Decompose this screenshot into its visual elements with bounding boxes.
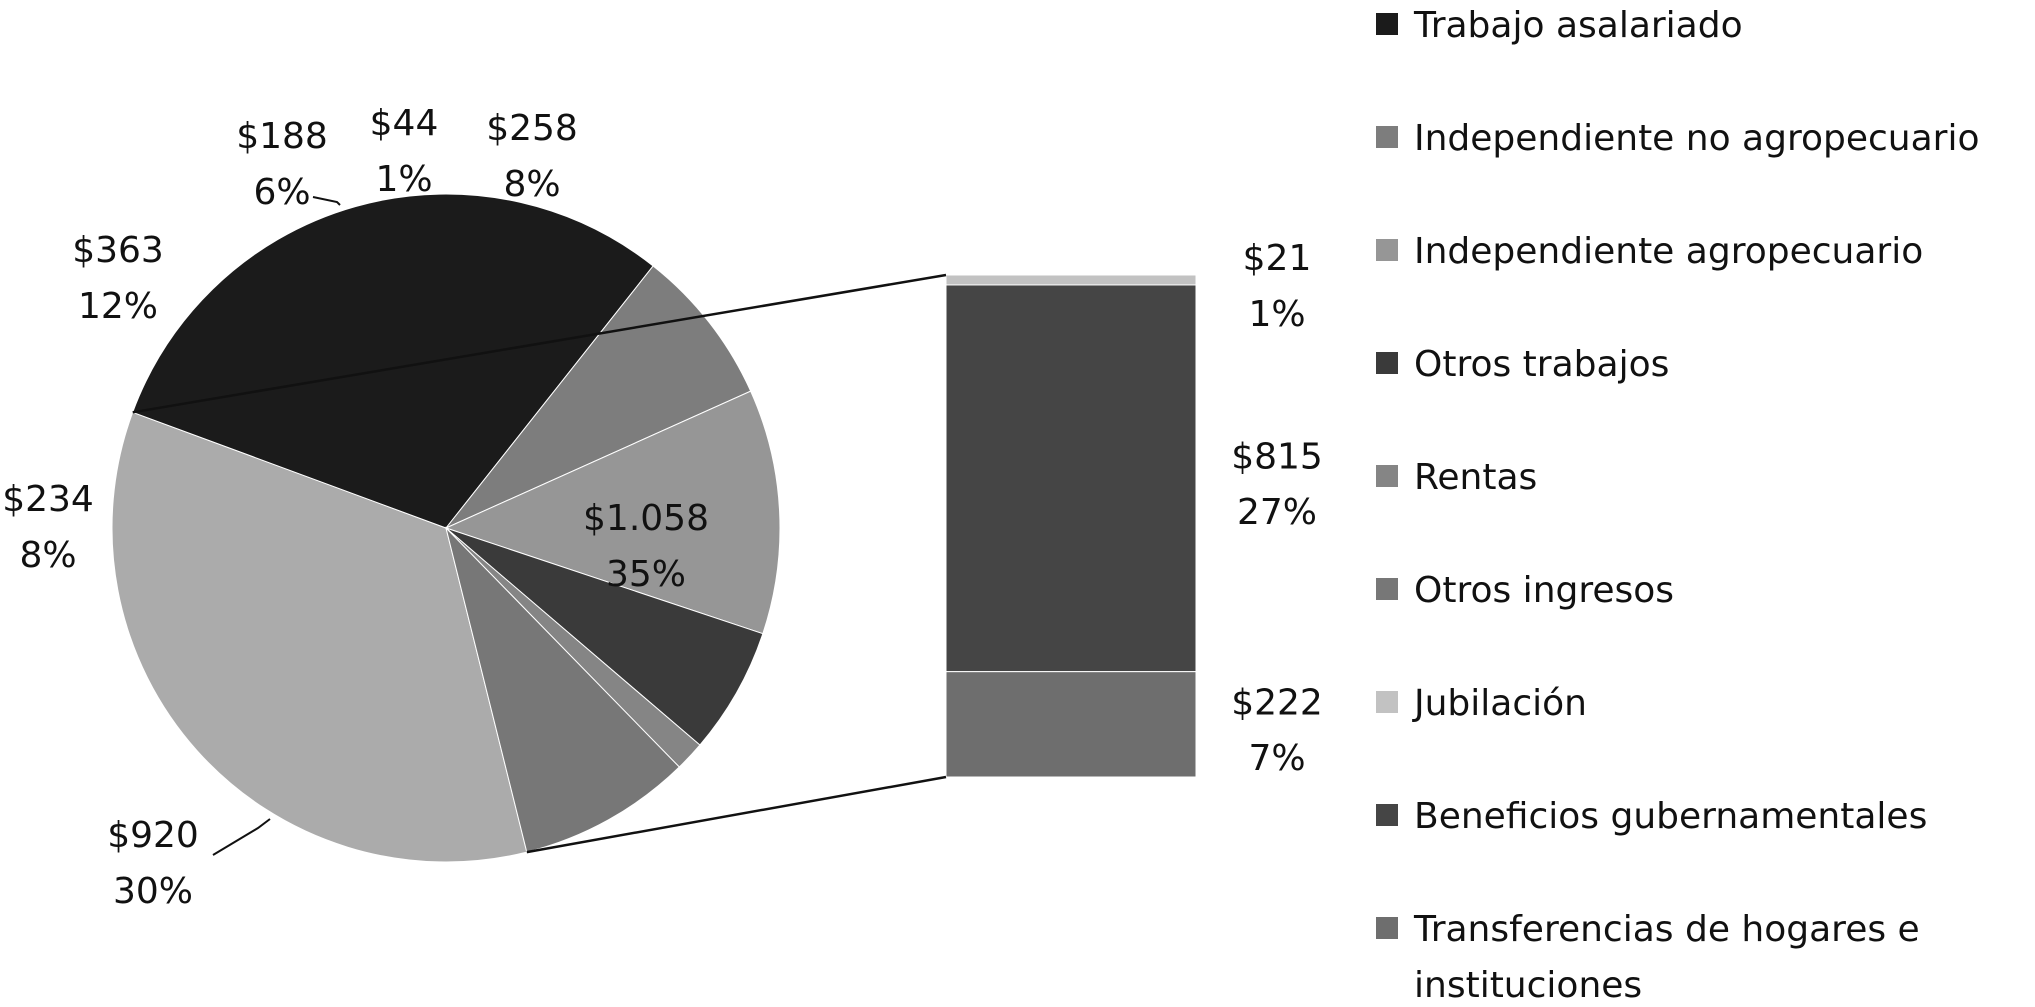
pie-slice-otro-jubilacion-beneficios-gubernamental	[111, 411, 528, 863]
bar-data-label-beneficios-gubernamentales: $815 27%	[1231, 436, 1323, 533]
data-label-otros-trabajos: $188 6%	[236, 116, 328, 213]
leader-line	[312, 196, 341, 206]
legend-item: Trabajo asalariado	[1376, 5, 1743, 46]
pie-slice-independiente-no-agropecuario	[445, 265, 752, 529]
legend-label: Independiente agropecuario	[1414, 231, 1923, 272]
legend-swatch	[1376, 13, 1398, 35]
legend-item: Beneficios gubernamentales	[1376, 796, 1927, 837]
legend-swatch	[1376, 465, 1398, 487]
data-label-independiente-no-agropecuario: $234 8%	[2, 479, 94, 576]
connector-lines	[132, 273, 947, 854]
legend-swatch	[1376, 804, 1398, 826]
legend-label: Otros ingresos	[1414, 570, 1674, 611]
pie	[111, 193, 781, 863]
legend-label: Rentas	[1414, 457, 1537, 498]
legend-swatch	[1376, 126, 1398, 148]
connector-line-top	[132, 273, 947, 414]
legend-item: Independiente agropecuario	[1376, 231, 1923, 272]
legend-swatch	[1376, 578, 1398, 600]
pie-slice-independiente-agropecuario	[444, 390, 781, 635]
legend-swatch	[1376, 917, 1398, 939]
data-label-otro-jubilacion-beneficios-gub: $1.058 35%	[583, 498, 709, 595]
pie-slice-otros-trabajos	[445, 527, 764, 746]
legend-item: Rentas	[1376, 457, 1537, 498]
breakdown-bar	[945, 274, 1197, 778]
legend: Trabajo asalariado Independiente no agrop…	[1376, 5, 1980, 1006]
legend-label: Transferencias de hogares e instituciones	[1413, 909, 1920, 1003]
leader-line	[212, 818, 271, 856]
legend-item: Independiente no agropecuario	[1376, 118, 1980, 159]
legend-item: Otros ingresos	[1376, 570, 1674, 611]
legend-label: Jubilación	[1412, 683, 1587, 724]
data-label-rentas: $44 1%	[370, 103, 439, 200]
legend-label: Independiente no agropecuario	[1414, 118, 1980, 159]
bar-data-label-transferencias-de-hogares-e-in: $222 7%	[1231, 682, 1323, 779]
legend-label: Otros trabajos	[1414, 344, 1669, 385]
legend-label: Trabajo asalariado	[1413, 5, 1743, 46]
bar-data-label-jubilacion: $21 1%	[1243, 238, 1312, 335]
connector-line-bottom	[526, 775, 947, 854]
data-label-otros-ingresos: $258 8%	[486, 108, 578, 205]
legend-item: Jubilación	[1376, 683, 1587, 724]
bar-segment-transferencias-de-hogares-e-institucione	[945, 671, 1197, 778]
legend-swatch	[1376, 691, 1398, 713]
legend-item: Otros trabajos	[1376, 344, 1669, 385]
legend-swatch	[1376, 239, 1398, 261]
data-label-trabajo-asalariado: $920 30%	[107, 815, 199, 912]
legend-swatch	[1376, 352, 1398, 374]
legend-item: Transferencias de hogares e instituciones	[1376, 909, 1920, 1006]
bar-segment-beneficios-gubernamentales	[945, 284, 1197, 673]
pie-slice-trabajo-asalariado	[132, 193, 654, 529]
data-label-independiente-agropecuario: $363 12%	[72, 230, 164, 327]
bar-segment-jubilacion	[945, 274, 1197, 286]
legend-label: Beneficios gubernamentales	[1414, 796, 1927, 837]
